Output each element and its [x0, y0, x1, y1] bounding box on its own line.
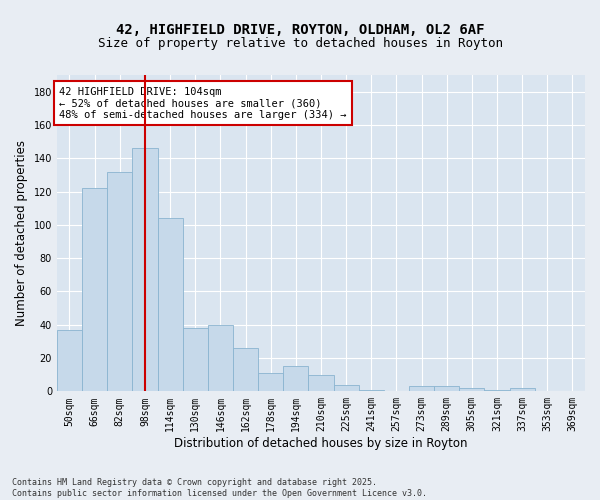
Bar — [233, 348, 258, 392]
Bar — [133, 148, 158, 392]
Bar — [283, 366, 308, 392]
Y-axis label: Number of detached properties: Number of detached properties — [15, 140, 28, 326]
Bar — [409, 386, 434, 392]
Bar — [308, 374, 334, 392]
Bar — [434, 386, 459, 392]
Bar — [107, 172, 133, 392]
Bar — [158, 218, 182, 392]
Bar — [208, 324, 233, 392]
Bar — [484, 390, 509, 392]
Bar — [82, 188, 107, 392]
Bar — [359, 390, 384, 392]
Text: Contains HM Land Registry data © Crown copyright and database right 2025.
Contai: Contains HM Land Registry data © Crown c… — [12, 478, 427, 498]
Text: Size of property relative to detached houses in Royton: Size of property relative to detached ho… — [97, 38, 503, 51]
Bar — [509, 388, 535, 392]
Bar — [182, 328, 208, 392]
Bar — [459, 388, 484, 392]
Text: 42 HIGHFIELD DRIVE: 104sqm
← 52% of detached houses are smaller (360)
48% of sem: 42 HIGHFIELD DRIVE: 104sqm ← 52% of deta… — [59, 86, 347, 120]
Text: 42, HIGHFIELD DRIVE, ROYTON, OLDHAM, OL2 6AF: 42, HIGHFIELD DRIVE, ROYTON, OLDHAM, OL2… — [116, 22, 484, 36]
Bar — [57, 330, 82, 392]
Bar — [334, 384, 359, 392]
Bar — [258, 373, 283, 392]
X-axis label: Distribution of detached houses by size in Royton: Distribution of detached houses by size … — [174, 437, 468, 450]
